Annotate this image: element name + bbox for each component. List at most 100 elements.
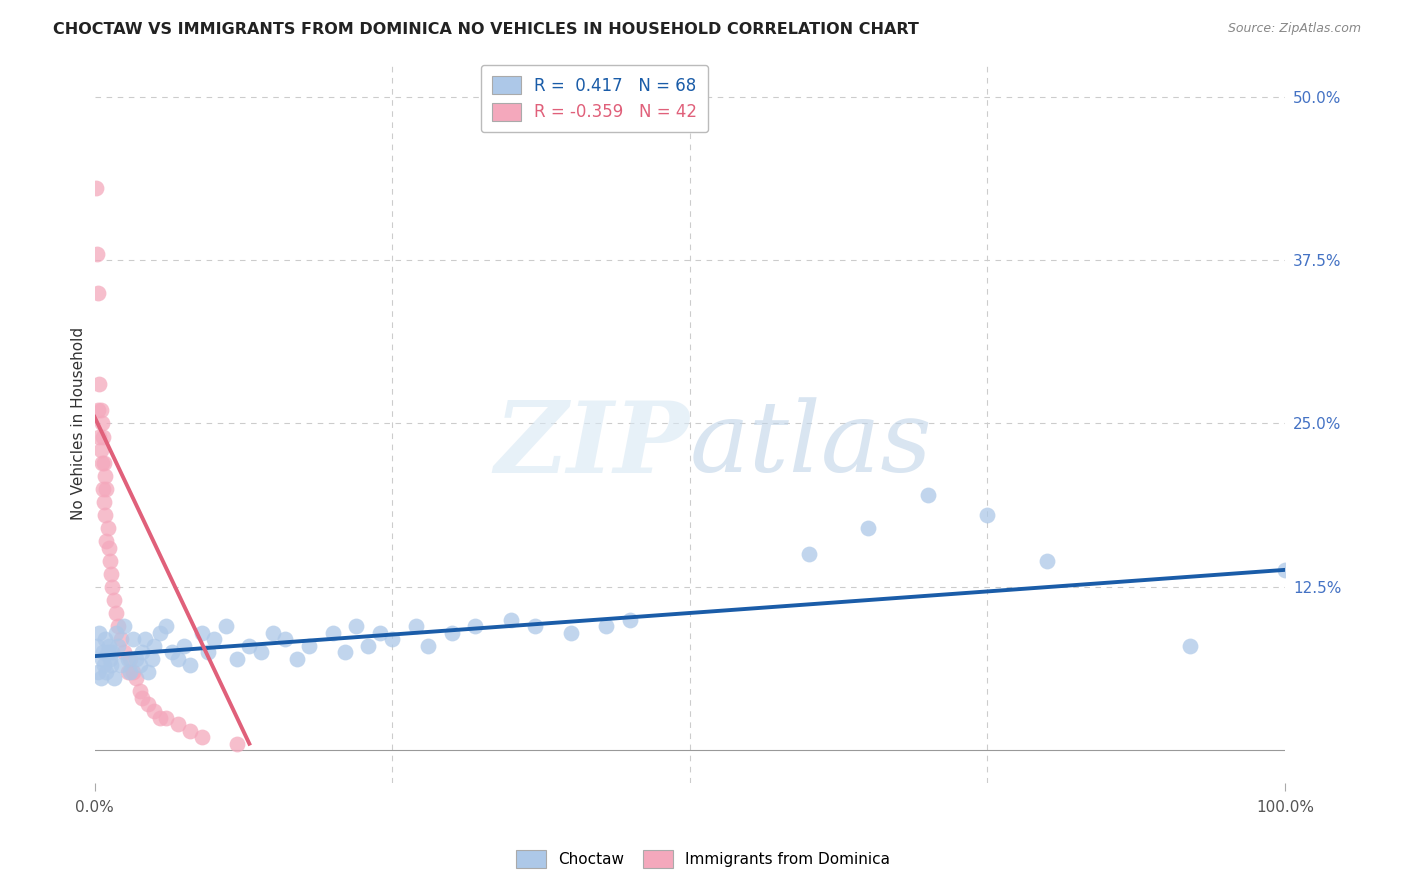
- Point: [143, 704, 166, 718]
- Point: [87, 403, 110, 417]
- Point: [87, 285, 110, 300]
- Point: [134, 632, 156, 647]
- Point: [357, 639, 380, 653]
- Point: [96, 482, 118, 496]
- Point: [93, 456, 115, 470]
- Point: [381, 632, 404, 647]
- Point: [120, 665, 142, 679]
- Point: [105, 606, 128, 620]
- Point: [107, 619, 129, 633]
- Point: [91, 429, 114, 443]
- Point: [167, 717, 190, 731]
- Point: [100, 566, 122, 581]
- Point: [149, 625, 172, 640]
- Point: [501, 613, 523, 627]
- Point: [173, 639, 195, 653]
- Text: atlas: atlas: [690, 398, 932, 492]
- Point: [160, 645, 183, 659]
- Point: [86, 246, 108, 260]
- Point: [976, 508, 998, 522]
- Point: [117, 651, 139, 665]
- Point: [440, 625, 463, 640]
- Point: [1274, 563, 1296, 577]
- Point: [136, 698, 159, 712]
- Point: [125, 671, 148, 685]
- Point: [202, 632, 225, 647]
- Point: [179, 658, 201, 673]
- Point: [333, 645, 356, 659]
- Point: [105, 625, 128, 640]
- Point: [131, 690, 153, 705]
- Point: [96, 534, 118, 549]
- Point: [91, 482, 114, 496]
- Point: [110, 632, 132, 647]
- Point: [155, 619, 177, 633]
- Point: [595, 619, 617, 633]
- Point: [858, 521, 880, 535]
- Point: [101, 580, 124, 594]
- Point: [103, 593, 125, 607]
- Point: [405, 619, 427, 633]
- Point: [100, 658, 122, 673]
- Point: [93, 495, 115, 509]
- Point: [97, 645, 120, 659]
- Point: [112, 619, 135, 633]
- Point: [250, 645, 273, 659]
- Point: [90, 456, 112, 470]
- Point: [90, 651, 112, 665]
- Y-axis label: No Vehicles in Household: No Vehicles in Household: [72, 326, 86, 520]
- Point: [464, 619, 486, 633]
- Point: [94, 508, 117, 522]
- Point: [136, 665, 159, 679]
- Point: [274, 632, 297, 647]
- Point: [121, 665, 143, 679]
- Point: [524, 619, 547, 633]
- Point: [87, 665, 110, 679]
- Point: [84, 181, 107, 195]
- Point: [112, 645, 135, 659]
- Point: [155, 710, 177, 724]
- Point: [197, 645, 219, 659]
- Point: [190, 730, 212, 744]
- Point: [285, 651, 308, 665]
- Point: [103, 671, 125, 685]
- Point: [226, 737, 249, 751]
- Point: [94, 632, 117, 647]
- Point: [1036, 554, 1059, 568]
- Point: [416, 639, 439, 653]
- Text: ZIP: ZIP: [495, 397, 690, 493]
- Point: [179, 723, 201, 738]
- Point: [131, 645, 153, 659]
- Point: [298, 639, 321, 653]
- Point: [98, 554, 121, 568]
- Point: [89, 671, 111, 685]
- Point: [101, 645, 124, 659]
- Point: [238, 639, 260, 653]
- Point: [262, 625, 284, 640]
- Point: [97, 521, 120, 535]
- Point: [107, 639, 129, 653]
- Point: [89, 403, 111, 417]
- Legend: Choctaw, Immigrants from Dominica: Choctaw, Immigrants from Dominica: [509, 844, 897, 873]
- Point: [560, 625, 582, 640]
- Legend: R =  0.417   N = 68, R = -0.359   N = 42: R = 0.417 N = 68, R = -0.359 N = 42: [481, 65, 709, 132]
- Point: [141, 651, 163, 665]
- Point: [346, 619, 368, 633]
- Point: [117, 665, 139, 679]
- Point: [190, 625, 212, 640]
- Point: [89, 429, 111, 443]
- Text: CHOCTAW VS IMMIGRANTS FROM DOMINICA NO VEHICLES IN HOUSEHOLD CORRELATION CHART: CHOCTAW VS IMMIGRANTS FROM DOMINICA NO V…: [53, 22, 920, 37]
- Point: [226, 651, 249, 665]
- Point: [97, 639, 120, 653]
- Point: [91, 645, 114, 659]
- Point: [97, 541, 120, 555]
- Point: [89, 442, 111, 457]
- Point: [149, 710, 172, 724]
- Point: [125, 651, 148, 665]
- Point: [89, 625, 111, 640]
- Point: [128, 658, 150, 673]
- Text: Source: ZipAtlas.com: Source: ZipAtlas.com: [1227, 22, 1361, 36]
- Point: [90, 417, 112, 431]
- Point: [86, 639, 108, 653]
- Point: [1178, 639, 1201, 653]
